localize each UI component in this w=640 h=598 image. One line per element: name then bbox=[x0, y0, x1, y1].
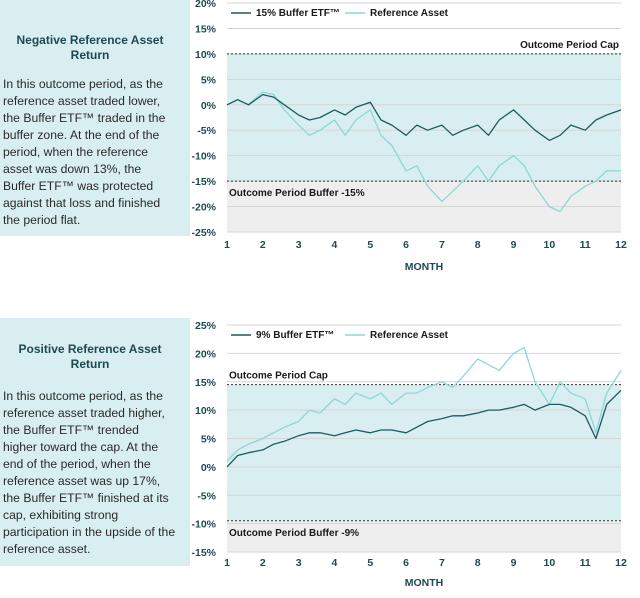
y-tick-label: 0% bbox=[201, 462, 217, 474]
sidebar-title: Negative Reference Asset Return bbox=[16, 33, 164, 62]
x-tick-label: 1 bbox=[224, 239, 230, 251]
x-tick-label: 8 bbox=[475, 557, 481, 569]
reference-series-line bbox=[226, 347, 622, 462]
y-tick-label: 5% bbox=[201, 74, 217, 86]
y-tick-label: 15% bbox=[195, 377, 217, 389]
buffer-label: Outcome Period Buffer -15% bbox=[229, 188, 365, 199]
y-tick-label: 20% bbox=[195, 0, 217, 10]
y-tick-label: -20% bbox=[191, 202, 216, 214]
x-tick-label: 5 bbox=[367, 557, 373, 569]
buffer-zone-band bbox=[227, 384, 621, 521]
buffer-label: Outcome Period Buffer -9% bbox=[229, 528, 359, 539]
below-buffer-region bbox=[227, 520, 621, 552]
x-axis-label: MONTH bbox=[405, 577, 444, 589]
x-tick-label: 5 bbox=[367, 239, 373, 251]
sidebar-negative: Negative Reference Asset Return In this … bbox=[0, 0, 190, 236]
y-tick-label: -25% bbox=[191, 227, 216, 239]
legend-entry: 15% Buffer ETF™ bbox=[256, 8, 340, 19]
y-tick-label: 10% bbox=[195, 405, 217, 417]
sidebar-text: In this outcome period, as the reference… bbox=[3, 389, 176, 556]
y-tick-label: -5% bbox=[197, 490, 216, 502]
legend-entry: Reference Asset bbox=[370, 8, 449, 19]
x-tick-label: 6 bbox=[403, 557, 409, 569]
chart-negative: 20%15%10%5%0%-5%-10%-15%-20%-25%1 2 3 4 5 6 7 8… bbox=[191, 0, 627, 273]
x-tick-label: 2 bbox=[260, 557, 266, 569]
x-tick-label: 2 bbox=[260, 239, 266, 251]
y-tick-label: 10% bbox=[195, 49, 217, 61]
cap-label: Outcome Period Cap bbox=[520, 40, 619, 51]
x-tick-label: 10 bbox=[544, 557, 556, 569]
x-tick-label: 3 bbox=[296, 557, 302, 569]
x-tick-label: 4 bbox=[332, 239, 338, 251]
x-tick-label: 7 bbox=[439, 557, 445, 569]
chart-positive: 25%20%15%10%5%0%-5%-10%-15%1 2 3 4 5 6 7 8 9 10 11… bbox=[191, 320, 627, 589]
x-tick-label: 9 bbox=[511, 557, 517, 569]
x-axis-label: MONTH bbox=[405, 261, 444, 273]
x-tick-label: 8 bbox=[475, 239, 481, 251]
x-tick-label: 1 bbox=[224, 557, 230, 569]
etf-series-line bbox=[226, 93, 622, 142]
y-tick-label: 0% bbox=[201, 100, 217, 112]
x-tick-label: 10 bbox=[544, 239, 556, 251]
y-tick-label: 20% bbox=[195, 348, 217, 360]
x-tick-label: 12 bbox=[615, 239, 627, 251]
etf-series-line bbox=[226, 389, 622, 468]
buffer-zone-band bbox=[227, 53, 621, 182]
y-tick-label: -10% bbox=[191, 151, 216, 163]
x-tick-label: 11 bbox=[580, 557, 591, 569]
x-tick-label: 11 bbox=[580, 239, 591, 251]
x-tick-label: 4 bbox=[332, 557, 338, 569]
sidebar-positive: Positive Reference Asset Return In this … bbox=[0, 318, 190, 566]
x-tick-label: 9 bbox=[511, 239, 517, 251]
x-tick-label: 12 bbox=[615, 557, 627, 569]
legend-entry: 9% Buffer ETF™ bbox=[256, 330, 334, 341]
cap-label: Outcome Period Cap bbox=[229, 371, 328, 382]
y-tick-label: -15% bbox=[191, 547, 216, 559]
y-tick-label: 5% bbox=[201, 434, 217, 446]
y-tick-label: 15% bbox=[195, 23, 217, 35]
reference-series-line bbox=[226, 91, 621, 213]
x-tick-label: 3 bbox=[296, 239, 302, 251]
y-tick-label: -15% bbox=[191, 176, 216, 188]
x-tick-label: 6 bbox=[403, 239, 409, 251]
x-tick-label: 7 bbox=[439, 239, 445, 251]
y-tick-label: -10% bbox=[191, 519, 216, 531]
y-tick-label: -5% bbox=[197, 125, 216, 137]
legend-entry: Reference Asset bbox=[370, 330, 449, 341]
sidebar-text: In this outcome period, as the reference… bbox=[3, 77, 166, 227]
y-tick-label: 25% bbox=[195, 320, 217, 332]
sidebar-title: Positive Reference Asset Return bbox=[18, 342, 162, 371]
